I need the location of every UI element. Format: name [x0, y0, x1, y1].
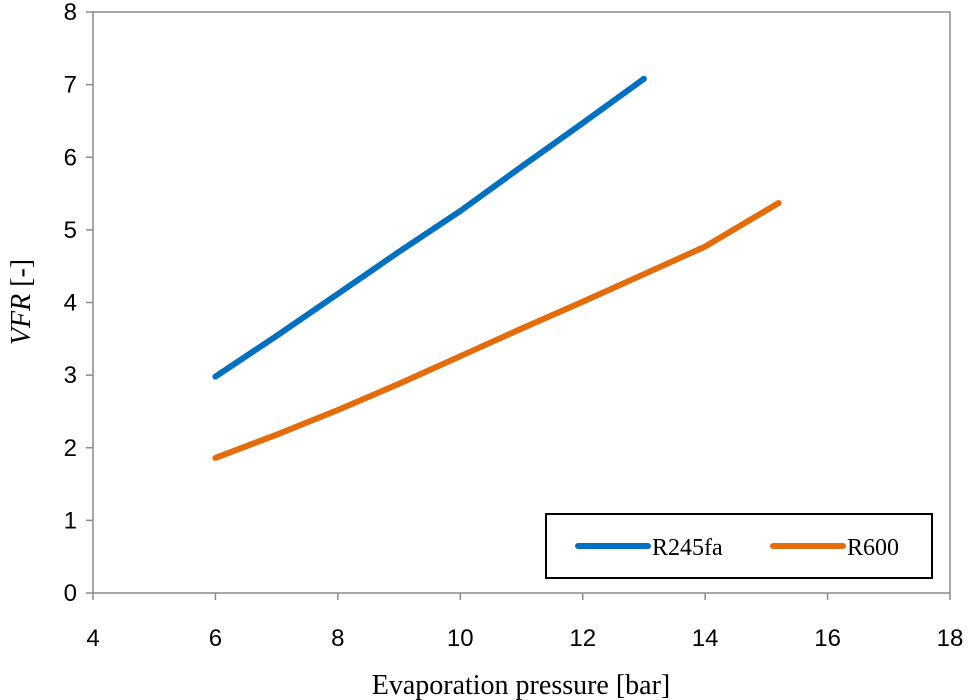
- series-lines: [212, 75, 782, 461]
- x-tick-label: 18: [937, 625, 964, 652]
- y-axis-title-unit: [-]: [6, 259, 37, 294]
- y-tick-label: 2: [64, 435, 77, 462]
- y-tick-label: 4: [64, 290, 77, 317]
- y-tick-label: 1: [64, 507, 77, 534]
- legend: R245fa R600: [545, 513, 933, 579]
- y-tick-label: 7: [64, 72, 77, 99]
- y-axis-ticks: 0 1 2 3 4 5 6 7 8: [64, 0, 93, 607]
- y-tick-label: 8: [64, 0, 77, 26]
- y-axis-title: VFR [-]: [6, 259, 37, 345]
- x-tick-label: 8: [331, 625, 344, 652]
- x-tick-label: 4: [86, 625, 99, 652]
- x-tick-label: 16: [814, 625, 841, 652]
- plot-area: [92, 11, 951, 594]
- x-tick-label: 12: [569, 625, 596, 652]
- legend-label-r245fa: R245fa: [652, 535, 723, 561]
- y-tick-label: 5: [64, 217, 77, 244]
- y-tick-label: 3: [64, 362, 77, 389]
- y-axis-title-variable: VFR: [6, 294, 37, 345]
- y-tick-label: 0: [64, 580, 77, 607]
- x-tick-label: 10: [447, 625, 474, 652]
- x-axis-ticks: 4 6 8 10 12 14 16 18: [86, 593, 963, 652]
- x-axis-title: Evaporation pressure [bar]: [372, 670, 671, 700]
- y-tick-label: 6: [64, 144, 77, 171]
- x-tick-label: 14: [692, 625, 719, 652]
- series-line-r245fa: [212, 75, 647, 380]
- series-line-r600: [212, 200, 782, 461]
- legend-label-r600: R600: [847, 535, 899, 561]
- x-tick-label: 6: [209, 625, 222, 652]
